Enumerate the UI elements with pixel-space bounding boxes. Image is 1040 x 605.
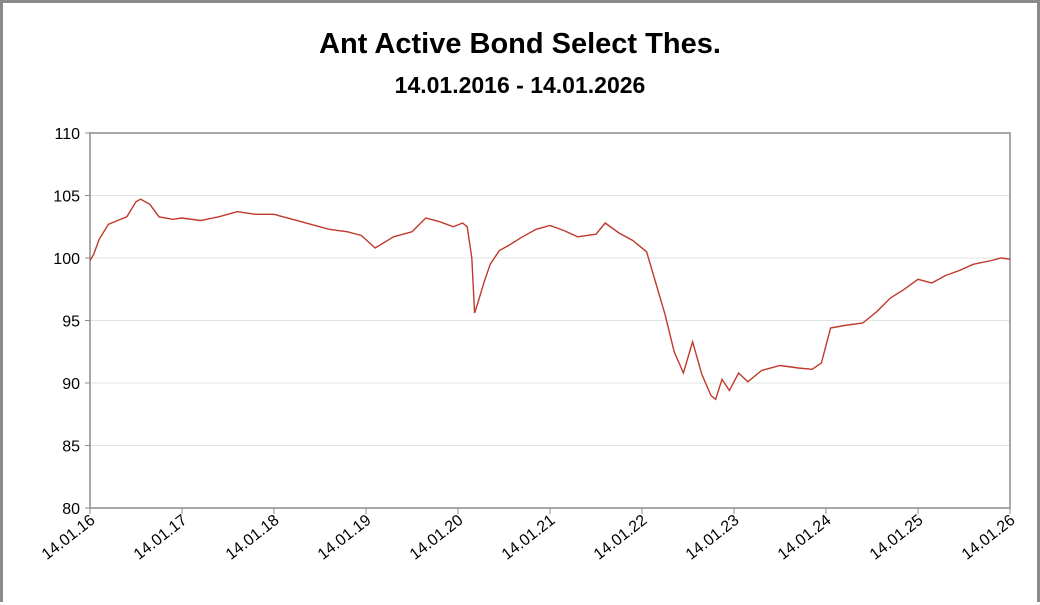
x-tick-label: 14.01.21 xyxy=(499,512,559,564)
y-tick-label: 100 xyxy=(53,251,80,268)
x-tick-label: 14.01.26 xyxy=(959,512,1019,564)
x-tick-label: 14.01.18 xyxy=(223,512,283,564)
x-axis: 14.01.16 14.01.17 14.01.18 14.01.19 14.01.20… xyxy=(39,508,1019,563)
x-tick-label: 14.01.17 xyxy=(131,512,191,564)
x-tick-label: 14.01.25 xyxy=(867,512,927,564)
gridlines xyxy=(90,195,1010,446)
chart-subtitle: 14.01.2016 - 14.01.2026 xyxy=(394,72,646,98)
y-tick-label: 95 xyxy=(62,314,80,331)
x-tick-label: 14.01.24 xyxy=(775,512,835,564)
x-tick-label: 14.01.16 xyxy=(39,512,99,564)
y-axis: 80 85 90 95 100 105 110 xyxy=(53,126,90,518)
x-tick-label: 14.01.20 xyxy=(407,512,467,564)
x-tick-label: 14.01.22 xyxy=(591,512,651,564)
y-tick-label: 90 xyxy=(62,376,80,393)
y-tick-label: 105 xyxy=(53,189,80,206)
y-tick-label: 85 xyxy=(62,439,80,456)
y-tick-label: 110 xyxy=(54,126,80,143)
series-line xyxy=(89,198,1011,401)
x-tick-label: 14.01.23 xyxy=(683,512,743,564)
y-tick-label: 80 xyxy=(62,501,80,518)
chart-title: Ant Active Bond Select Thes. xyxy=(319,28,721,60)
x-tick-label: 14.01.19 xyxy=(315,512,375,564)
